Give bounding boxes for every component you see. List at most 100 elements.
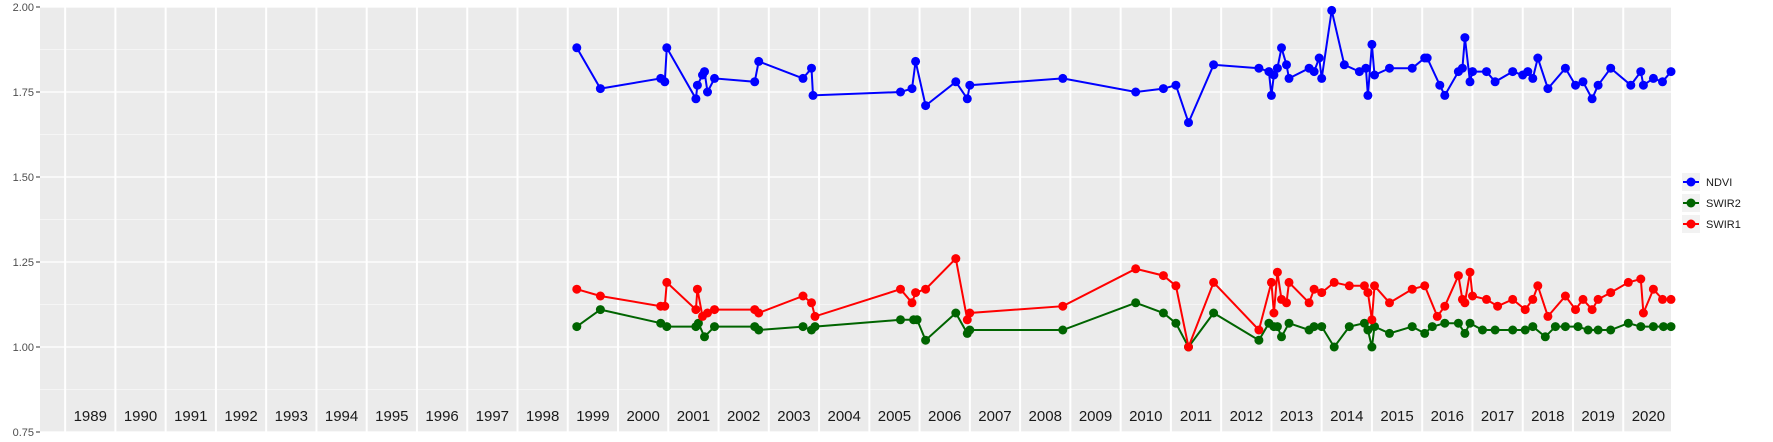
year-label: 2006: [928, 408, 961, 425]
data-point: [1272, 63, 1282, 73]
year-label: 2008: [1029, 408, 1062, 425]
data-point: [1465, 77, 1475, 87]
data-point: [660, 301, 670, 311]
data-point: [798, 291, 808, 301]
year-label: 1992: [224, 408, 257, 425]
data-point: [1367, 315, 1377, 325]
data-point: [1593, 80, 1603, 90]
data-point: [912, 315, 922, 325]
data-point: [1329, 277, 1339, 287]
data-point: [1658, 77, 1667, 87]
data-point: [1606, 325, 1616, 335]
year-label: 1997: [476, 408, 509, 425]
data-point: [700, 332, 709, 342]
data-point: [1666, 67, 1676, 77]
data-point: [965, 80, 975, 90]
data-point: [1254, 325, 1264, 335]
data-point: [1385, 298, 1394, 308]
data-point: [1277, 43, 1286, 53]
data-point: [1460, 33, 1470, 43]
data-point: [692, 80, 702, 90]
data-point: [1478, 325, 1487, 335]
data-point: [1407, 63, 1417, 73]
data-point: [808, 90, 818, 100]
legend-item-ndvi: NDVI: [1682, 173, 1732, 191]
year-label: 2002: [727, 408, 760, 425]
data-point: [1465, 318, 1475, 328]
data-point: [1648, 284, 1658, 294]
data-point: [572, 43, 582, 53]
year-label: 2003: [777, 408, 810, 425]
year-label: 1995: [375, 408, 408, 425]
data-point: [1327, 5, 1337, 15]
data-point: [1468, 291, 1477, 301]
data-point: [1440, 301, 1450, 311]
legend-marker: [1686, 177, 1696, 187]
data-point: [1184, 342, 1193, 352]
data-point: [798, 73, 808, 83]
data-point: [1284, 318, 1294, 328]
data-point: [1317, 73, 1327, 83]
data-point: [662, 43, 672, 53]
data-point: [1422, 53, 1432, 63]
data-point: [1209, 60, 1219, 70]
data-point: [1648, 73, 1658, 83]
y-tick-label: 1.75: [13, 87, 34, 99]
data-point: [1370, 322, 1379, 332]
y-tick-label: 1.50: [13, 172, 34, 184]
data-point: [1490, 77, 1500, 87]
data-point: [1304, 298, 1314, 308]
data-point: [1533, 53, 1543, 63]
data-point: [1367, 39, 1377, 49]
data-point: [595, 84, 605, 94]
data-point: [807, 63, 816, 73]
y-tick-label: 2.00: [13, 2, 34, 14]
data-point: [693, 318, 703, 328]
data-point: [1543, 84, 1553, 94]
year-label: 2001: [677, 408, 710, 425]
data-point: [1648, 322, 1658, 332]
data-point: [951, 254, 961, 264]
data-point: [703, 87, 712, 97]
data-point: [921, 284, 931, 294]
y-tick-label: 1.00: [13, 342, 34, 354]
legend: NDVI SWIR2 SWIR1: [1682, 173, 1741, 233]
data-point: [691, 305, 701, 315]
data-point: [1209, 308, 1219, 318]
data-point: [1606, 63, 1616, 73]
data-point: [710, 322, 719, 332]
data-point: [1277, 332, 1286, 342]
year-label: 1998: [526, 408, 559, 425]
data-point: [1367, 342, 1377, 352]
data-point: [1587, 305, 1597, 315]
data-point: [1359, 318, 1369, 328]
series-layer: [572, 5, 1676, 352]
data-point: [1407, 284, 1417, 294]
data-point: [662, 322, 672, 332]
data-point: [1540, 332, 1550, 342]
year-labels: 1989 1990 1991 1992 1993 1994 1995 1996 1997 1998…: [74, 408, 1665, 425]
data-point: [1571, 305, 1580, 315]
data-point: [754, 308, 764, 318]
data-point: [1658, 294, 1667, 304]
data-point: [1269, 70, 1279, 80]
data-point: [1282, 298, 1291, 308]
data-point: [951, 77, 961, 87]
data-point: [896, 87, 905, 97]
data-point: [1490, 325, 1500, 335]
data-point: [1593, 325, 1603, 335]
data-point: [1131, 264, 1141, 274]
data-point: [1171, 318, 1181, 328]
data-point: [1385, 328, 1394, 338]
data-point: [1363, 288, 1373, 298]
year-label: 2014: [1330, 408, 1363, 425]
data-point: [660, 77, 670, 87]
year-label: 2013: [1280, 408, 1313, 425]
series-ndvi: [572, 5, 1676, 128]
data-point: [1528, 294, 1538, 304]
series-swir1: [572, 254, 1676, 352]
data-point: [1432, 311, 1442, 321]
data-point: [1520, 305, 1530, 315]
data-point: [1058, 325, 1068, 335]
